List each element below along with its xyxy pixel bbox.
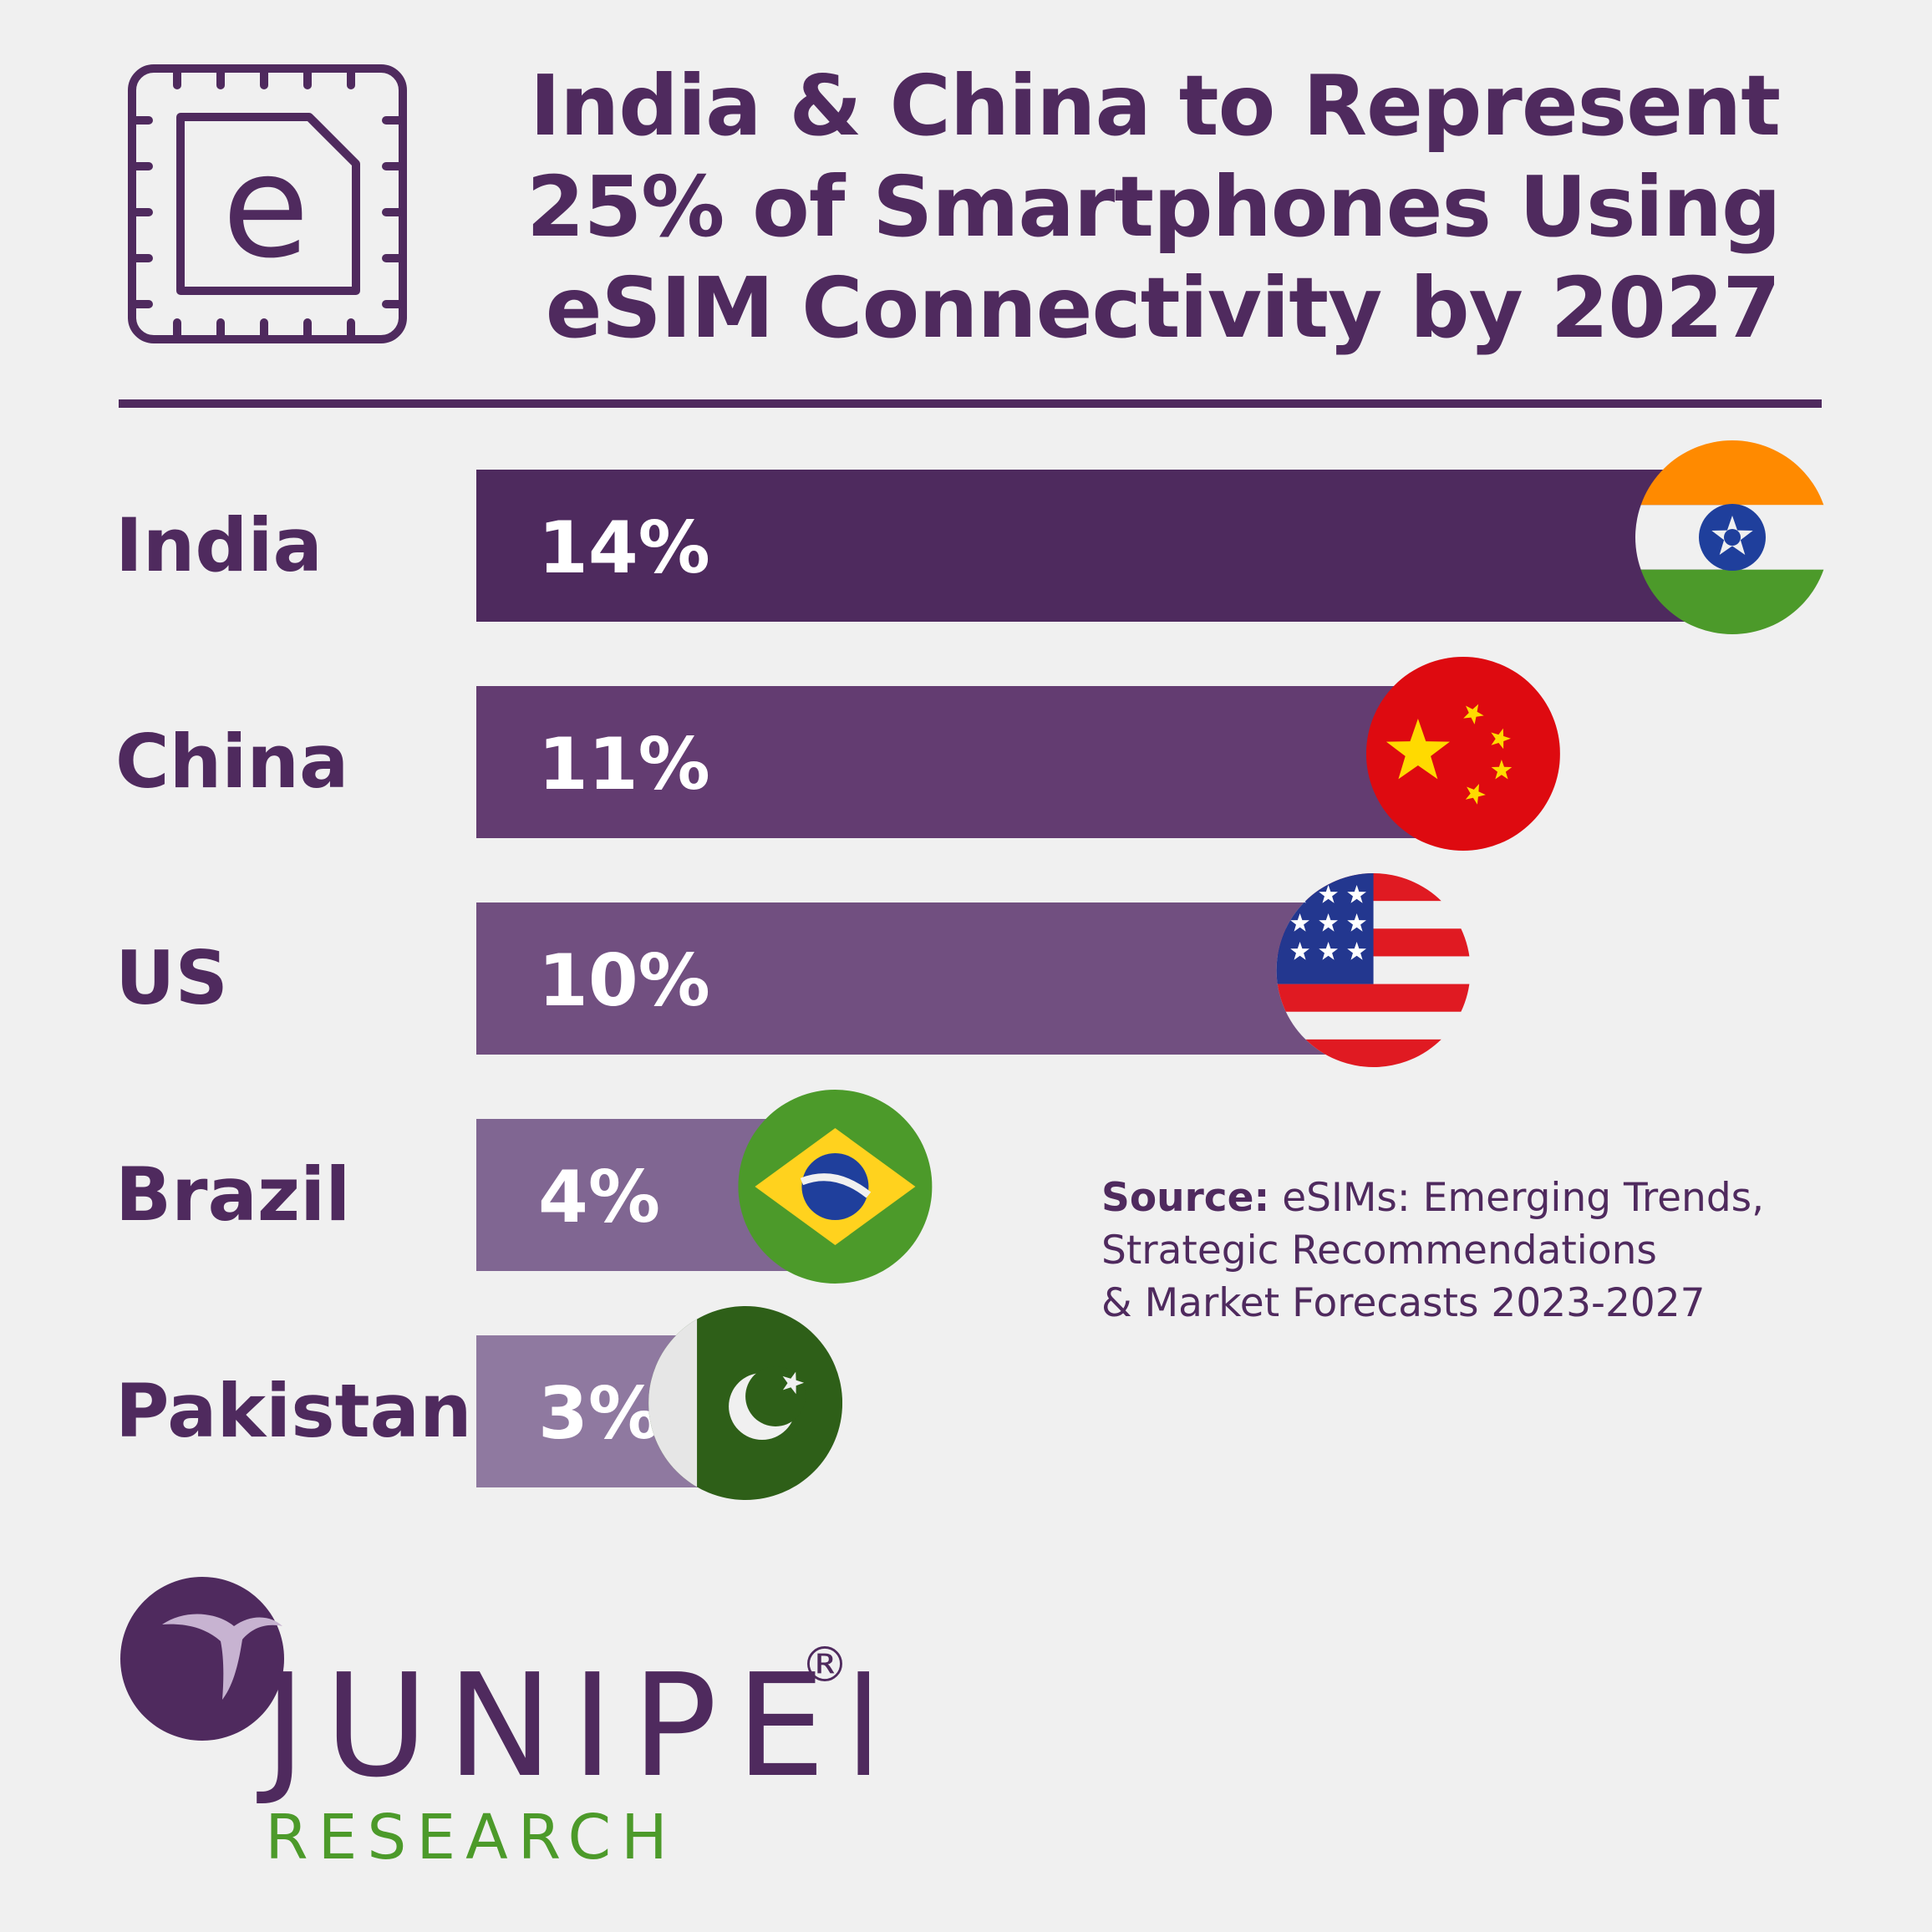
value-label-china: 11%: [538, 723, 710, 806]
logo-registered: ®: [801, 1636, 849, 1693]
value-label-us: 10%: [538, 939, 710, 1023]
title-line-1: India & China to Represent: [529, 57, 1781, 155]
category-label-china: China: [115, 719, 348, 805]
value-label-pakistan: 3%: [538, 1372, 660, 1456]
esim-chip-icon: e: [128, 64, 407, 343]
bar-china: [476, 686, 1463, 838]
category-label-india: India: [115, 502, 323, 588]
value-label-brazil: 4%: [538, 1156, 660, 1239]
value-label-india: 14%: [538, 506, 710, 590]
source-line-2: Strategic Recommendations: [1101, 1228, 1657, 1274]
pakistan-flag-icon: [648, 1306, 843, 1500]
us-flag-icon: [1276, 873, 1471, 1067]
logo-subtitle: RESEARCH: [265, 1802, 678, 1874]
source-line-1: eSIMs: Emerging Trends,: [1282, 1175, 1765, 1221]
category-label-pakistan: Pakistan: [115, 1368, 472, 1454]
source-label: Source:: [1101, 1175, 1270, 1221]
svg-text:e: e: [222, 125, 310, 290]
india-flag-icon: [1635, 440, 1829, 634]
category-label-us: US: [115, 935, 228, 1021]
title-line-2: 25% of Smartphones Using: [526, 158, 1782, 256]
china-flag-icon: [1365, 657, 1560, 851]
juniper-research-logo: JUNIPER ® RESEARCH: [120, 1577, 869, 1874]
chart-title: India & China to Represent 25% of Smartp…: [526, 55, 1782, 358]
title-divider: [119, 399, 1822, 408]
bar-us: [476, 902, 1374, 1055]
juniper-logo-icon: [120, 1577, 284, 1741]
brazil-flag-icon: [738, 1090, 933, 1284]
logo-name: JUNIPER: [257, 1644, 869, 1809]
title-line-3: eSIM Connectivity by 2027: [545, 259, 1781, 357]
source-note: Source: eSIMs: Emerging Trends, Strategi…: [1101, 1172, 1853, 1330]
bar-india: [476, 470, 1732, 622]
category-label-brazil: Brazil: [115, 1152, 350, 1238]
source-line-3: & Market Forecasts 2023-2027: [1101, 1280, 1706, 1326]
